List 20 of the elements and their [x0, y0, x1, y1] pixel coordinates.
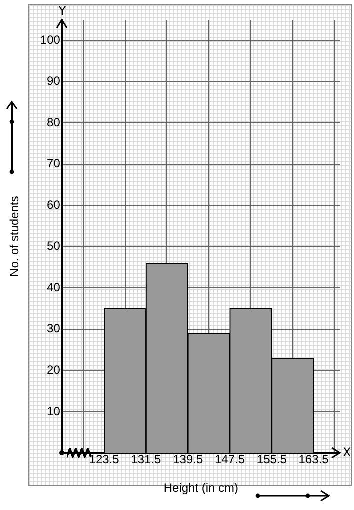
y-tick-label: 90: [47, 74, 61, 88]
x-tick-label: 155.5: [256, 452, 288, 467]
y-tick-label: 20: [47, 363, 61, 377]
x-tick-label: 131.5: [131, 452, 162, 467]
x-tick-label: 147.5: [215, 452, 246, 467]
y-tick-label: 70: [47, 156, 61, 171]
y-tick-label: 10: [47, 404, 61, 418]
text: X: [343, 445, 352, 460]
y-tick-label: 30: [47, 322, 61, 336]
y-tick-label: 80: [47, 115, 61, 130]
y-tick-label: 40: [47, 280, 61, 294]
x-axis-title: Height (in cm): [164, 481, 239, 496]
y-tick-label: 100: [40, 32, 61, 47]
x-tick-label: 123.5: [89, 452, 120, 467]
y-axis-title: No. of students: [8, 196, 22, 277]
y-tick-label: 60: [47, 198, 61, 212]
y-tick-label: 50: [47, 239, 61, 254]
x-tick-label: 163.5: [298, 452, 330, 467]
x-tick-label: 139.5: [173, 452, 204, 467]
text: Y: [58, 4, 67, 18]
